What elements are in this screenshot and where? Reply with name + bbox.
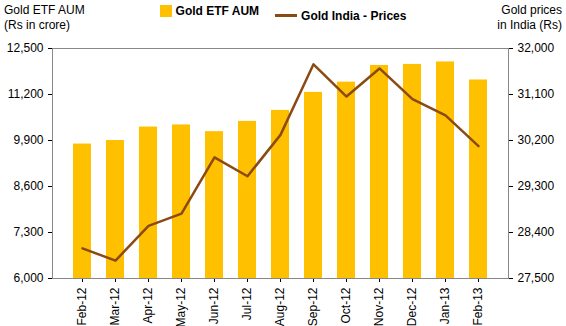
svg-text:6,000: 6,000 bbox=[13, 271, 43, 285]
svg-text:Feb-12: Feb-12 bbox=[75, 287, 89, 325]
svg-text:Jan-13: Jan-13 bbox=[438, 287, 452, 324]
svg-text:11,200: 11,200 bbox=[8, 87, 44, 101]
html-text:Gold ETF AUM: Gold ETF AUM bbox=[175, 4, 260, 18]
svg-text:Sep-12: Sep-12 bbox=[306, 287, 320, 326]
svg-text:28,400: 28,400 bbox=[518, 225, 555, 239]
html-text:Gold prices in India (Rs): Gold prices in India (Rs) bbox=[497, 3, 562, 32]
svg-text:Mar-12: Mar-12 bbox=[108, 287, 122, 325]
svg-text:Feb-13: Feb-13 bbox=[471, 287, 485, 325]
svg-text:30,200: 30,200 bbox=[518, 133, 555, 147]
svg-text:Oct-12: Oct-12 bbox=[339, 287, 353, 323]
svg-text:32,000: 32,000 bbox=[518, 41, 555, 55]
svg-text:Apr-12: Apr-12 bbox=[141, 287, 155, 323]
svg-text:12,500: 12,500 bbox=[7, 41, 44, 55]
svg-text:7,300: 7,300 bbox=[13, 225, 43, 239]
svg-text:Jul-12: Jul-12 bbox=[240, 287, 254, 320]
svg-text:8,600: 8,600 bbox=[13, 179, 43, 193]
svg-text:31,100: 31,100 bbox=[518, 87, 555, 101]
svg-text:29,300: 29,300 bbox=[518, 179, 555, 193]
svg-text:27,500: 27,500 bbox=[518, 271, 555, 285]
html-text:Gold ETF AUM (Rs in crore): Gold ETF AUM (Rs in crore) bbox=[4, 3, 85, 32]
svg-text:Aug-12: Aug-12 bbox=[273, 287, 287, 326]
svg-text:Dec-12: Dec-12 bbox=[405, 287, 419, 326]
svg-text:Jun-12: Jun-12 bbox=[207, 287, 221, 324]
html-text:Gold India - Prices: Gold India - Prices bbox=[301, 8, 407, 23]
svg-text:9,900: 9,900 bbox=[13, 133, 43, 147]
svg-text:Nov-12: Nov-12 bbox=[372, 287, 386, 326]
svg-text:May-12: May-12 bbox=[174, 287, 188, 326]
